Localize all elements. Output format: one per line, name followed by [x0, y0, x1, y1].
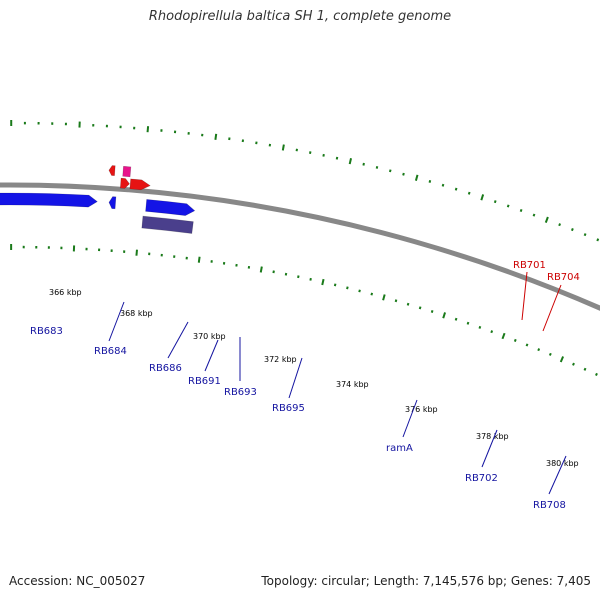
gene-feature[interactable] — [119, 177, 130, 189]
inner-minor-tick — [370, 292, 374, 296]
gene-label-rb701[interactable]: RB701 — [513, 260, 546, 271]
tick-label: 376 kbp — [405, 405, 438, 414]
outer-minor-tick — [402, 172, 405, 176]
outer-major-tick — [480, 194, 485, 201]
gene-feature[interactable] — [145, 199, 196, 216]
tick-label: 378 kbp — [476, 432, 509, 441]
inner-major-tick — [197, 256, 201, 263]
gene-label-rb684[interactable]: RB684 — [94, 346, 127, 357]
inner-minor-tick — [358, 289, 361, 293]
inner-minor-tick — [406, 302, 410, 306]
outer-minor-tick — [493, 200, 497, 204]
gene-leader-line — [108, 301, 125, 342]
inner-minor-tick — [490, 330, 494, 334]
gene-label-rb704[interactable]: RB704 — [547, 272, 580, 283]
outer-major-tick — [281, 144, 285, 151]
gene-label-rb693[interactable]: RB693 — [224, 387, 257, 398]
inner-minor-tick — [478, 325, 482, 329]
outer-major-tick — [146, 126, 150, 133]
inner-minor-tick — [525, 343, 529, 347]
inner-major-tick — [321, 278, 325, 286]
outer-minor-tick — [388, 169, 392, 173]
gene-label-rb683[interactable]: RB683 — [30, 326, 63, 337]
inner-major-tick — [382, 294, 386, 301]
gene-feature[interactable] — [122, 165, 132, 178]
outer-minor-tick — [375, 166, 379, 169]
outer-minor-tick — [519, 208, 523, 212]
inner-minor-tick — [394, 299, 398, 303]
inner-minor-tick — [513, 338, 517, 342]
gene-label-rb702[interactable]: RB702 — [465, 473, 498, 484]
inner-major-tick — [135, 249, 138, 256]
inner-minor-tick — [466, 321, 470, 325]
outer-minor-tick — [506, 204, 510, 208]
gene-feature[interactable] — [0, 192, 98, 208]
gene-features[interactable] — [0, 165, 196, 290]
gene-label-rb686[interactable]: RB686 — [149, 363, 182, 374]
outer-major-tick — [414, 174, 419, 181]
gene-leader-line — [481, 429, 498, 468]
tick-label: 374 kbp — [336, 380, 369, 389]
inner-minor-tick — [430, 310, 434, 314]
gene-label-rb695[interactable]: RB695 — [272, 403, 305, 414]
inner-tick-dots — [10, 243, 598, 377]
outer-minor-tick — [362, 162, 365, 166]
inner-minor-tick — [346, 286, 349, 290]
inner-minor-tick — [333, 283, 337, 287]
inner-minor-tick — [583, 367, 587, 371]
accession-text: Accession: NC_005027 — [9, 574, 146, 588]
inner-major-tick — [559, 356, 565, 363]
inner-minor-tick — [454, 317, 458, 321]
outer-minor-tick — [441, 183, 445, 187]
gene-label-rb691[interactable]: RB691 — [188, 376, 221, 387]
outer-minor-tick — [583, 233, 587, 237]
gene-leader-line — [548, 455, 567, 495]
tick-labels: 366 kbp 368 kbp 370 kbp 372 kbp 374 kbp 376 k… — [49, 288, 579, 468]
genome-summary: Topology: circular; Length: 7,145,576 bp… — [261, 574, 591, 588]
tick-label: 366 kbp — [49, 288, 82, 297]
inner-minor-tick — [572, 362, 575, 366]
outer-minor-tick — [322, 153, 325, 157]
gene-feature[interactable] — [108, 196, 117, 210]
gene-label-rama[interactable]: ramA — [386, 443, 413, 454]
inner-minor-tick — [537, 348, 541, 352]
tick-label: 368 kbp — [120, 309, 153, 318]
outer-major-tick — [544, 216, 549, 223]
outer-major-tick — [348, 158, 353, 165]
inner-minor-tick — [297, 275, 300, 279]
genome-title: Rhodopirellula baltica SH 1, complete ge… — [148, 9, 452, 24]
tick-label: 372 kbp — [264, 355, 297, 364]
outer-major-tick — [214, 133, 218, 140]
tick-label: 370 kbp — [193, 332, 226, 341]
gene-feature[interactable] — [129, 178, 151, 191]
outer-minor-tick — [467, 191, 471, 195]
gene-leader-line — [521, 271, 528, 321]
inner-major-tick — [442, 312, 447, 319]
inner-minor-tick — [418, 306, 422, 310]
outer-minor-tick — [454, 187, 458, 191]
gene-feature[interactable] — [108, 165, 116, 176]
outer-tick-dots — [10, 119, 600, 242]
outer-minor-tick — [558, 223, 562, 227]
outer-minor-tick — [428, 179, 432, 183]
gene-label-rb708[interactable]: RB708 — [533, 500, 566, 511]
gene-leader-line — [542, 284, 562, 332]
inner-major-tick — [259, 266, 263, 273]
inner-minor-tick — [309, 277, 312, 281]
inner-minor-tick — [595, 372, 598, 377]
outer-minor-tick — [596, 238, 600, 242]
inner-major-tick — [501, 332, 506, 340]
outer-minor-tick — [570, 228, 574, 232]
gene-leader-line — [288, 357, 303, 399]
genome-backbone — [0, 182, 600, 311]
outer-minor-tick — [335, 156, 339, 160]
inner-minor-tick — [548, 352, 552, 356]
gene-leader-line — [167, 321, 189, 359]
gene-leader-line — [204, 339, 219, 372]
gene-feature[interactable] — [141, 215, 194, 234]
gene-leader-line — [402, 399, 418, 438]
outer-minor-tick — [532, 213, 536, 217]
